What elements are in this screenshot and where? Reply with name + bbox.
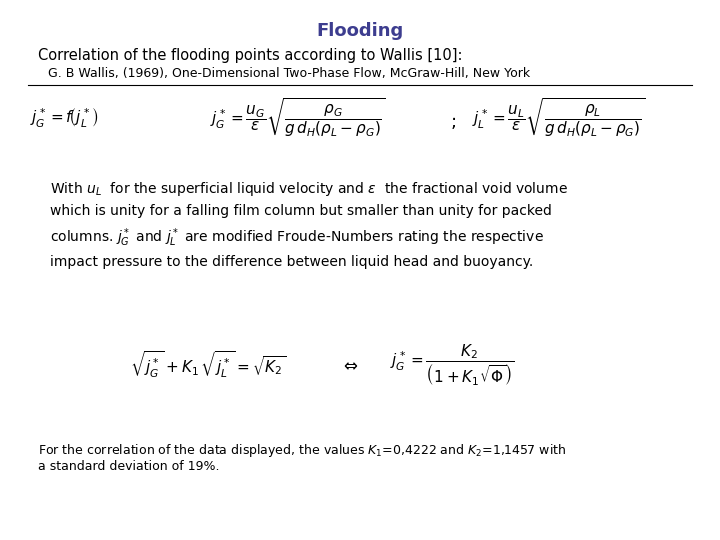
Text: $j_G^* = f\!\left(j_L^*\right)$: $j_G^* = f\!\left(j_L^*\right)$ (30, 106, 99, 130)
Text: With $u_L$  for the superficial liquid velocity and $\varepsilon$  the fractiona: With $u_L$ for the superficial liquid ve… (50, 180, 568, 269)
Text: Correlation of the flooding points according to Wallis [10]:: Correlation of the flooding points accor… (38, 48, 462, 63)
Text: $\sqrt{j_G^*} + K_1\,\sqrt{j_L^*} = \sqrt{K_2}$: $\sqrt{j_G^*} + K_1\,\sqrt{j_L^*} = \sqr… (130, 350, 286, 380)
Text: G. B Wallis, (1969), One-Dimensional Two-Phase Flow, McGraw-Hill, New York: G. B Wallis, (1969), One-Dimensional Two… (48, 67, 530, 80)
Text: $\Leftrightarrow$: $\Leftrightarrow$ (340, 356, 359, 374)
Text: Flooding: Flooding (316, 22, 404, 40)
Text: $j_G^* = \dfrac{K_2}{\left(1 + K_1\sqrt{\Phi}\right)}$: $j_G^* = \dfrac{K_2}{\left(1 + K_1\sqrt{… (390, 342, 514, 388)
Text: $;$: $;$ (450, 113, 456, 131)
Text: a standard deviation of 19%.: a standard deviation of 19%. (38, 460, 220, 473)
Text: $j_L^* = \dfrac{u_L}{\varepsilon} \sqrt{\dfrac{\rho_L}{g\,d_H\left(\rho_L - \rho: $j_L^* = \dfrac{u_L}{\varepsilon} \sqrt{… (472, 97, 645, 139)
Text: $j_G^* = \dfrac{u_G}{\varepsilon} \sqrt{\dfrac{\rho_G}{g\,d_H\left(\rho_L - \rho: $j_G^* = \dfrac{u_G}{\varepsilon} \sqrt{… (210, 97, 386, 139)
Text: For the correlation of the data displayed, the values $K_1$=0,4222 and $K_2$=1,1: For the correlation of the data displaye… (38, 442, 567, 459)
